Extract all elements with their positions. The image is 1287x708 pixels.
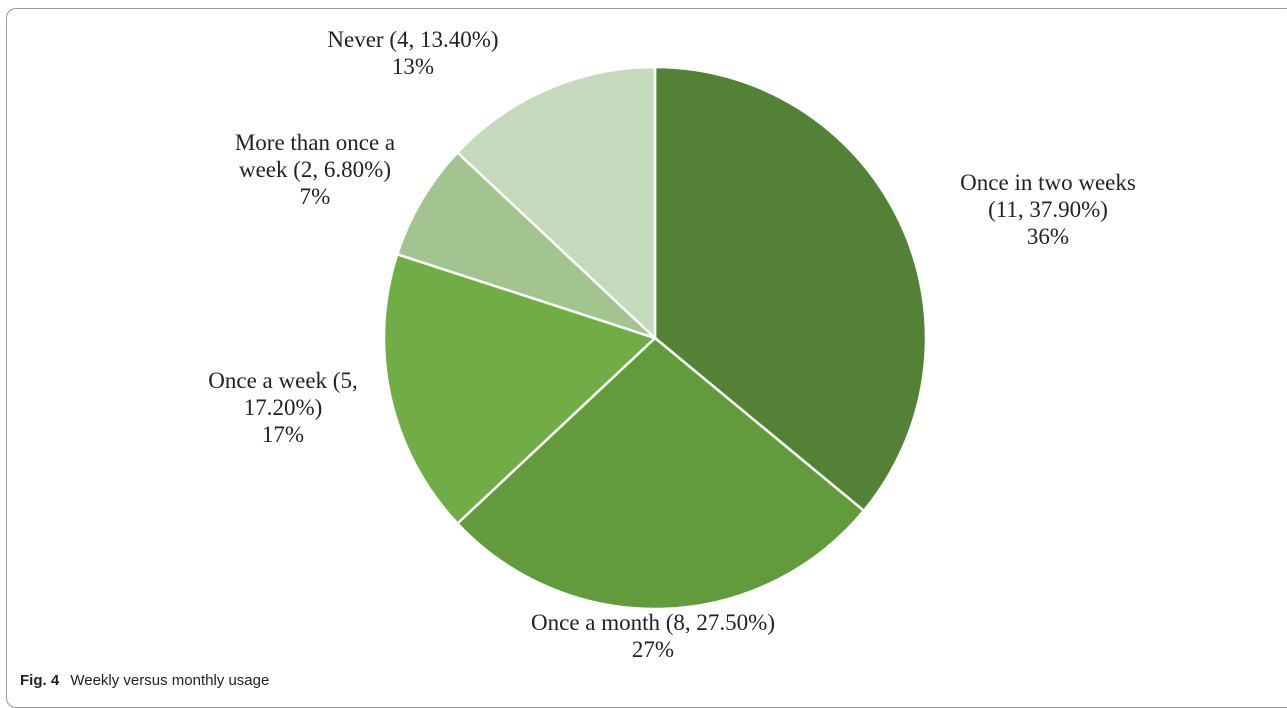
slice-label-line: (11, 37.90%) [988, 197, 1108, 222]
pie-slice-once-a-month [455, 336, 866, 611]
slice-label-once-in-two-weeks: Once in two weeks (11, 37.90%) 36% [960, 170, 1136, 249]
slice-label-line: More than once a [235, 130, 395, 155]
slice-label-line: Once a month (8, 27.50%) [531, 610, 775, 635]
slice-label-line: Never (4, 13.40%) [327, 27, 498, 52]
pie-slice-once-in-two-weeks [653, 65, 928, 513]
pie-slices [382, 65, 928, 611]
slice-label-line: Once in two weeks [960, 170, 1136, 195]
slice-labels: Once in two weeks (11, 37.90%) 36% Once a m… [208, 27, 1136, 662]
pie-slice-more-than-once-a-week [395, 150, 656, 340]
slice-label-line: 17% [262, 422, 304, 447]
pie-slice-once-a-week [382, 252, 658, 526]
slice-label-line: 27% [632, 637, 674, 662]
slice-label-once-a-month: Once a month (8, 27.50%) 27% [531, 610, 775, 662]
pie-slice-never [455, 65, 657, 341]
slice-label-line: 13% [392, 54, 434, 79]
slice-label-more-than-once-a-week: More than once a week (2, 6.80%) 7% [235, 130, 395, 209]
slice-label-never: Never (4, 13.40%) 13% [327, 27, 498, 79]
slice-label-line: 17.20%) [244, 395, 323, 420]
slice-label-line: 36% [1027, 224, 1069, 249]
caption-text: Weekly versus monthly usage [70, 672, 270, 689]
slice-label-line: week (2, 6.80%) [239, 157, 391, 182]
slice-label-line: 7% [300, 184, 331, 209]
slice-label-line: Once a week (5, [208, 368, 357, 393]
figure-caption: Fig. 4 Weekly versus monthly usage [20, 672, 269, 689]
slice-label-once-a-week: Once a week (5, 17.20%) 17% [208, 368, 357, 447]
figure-label: Fig. 4 [20, 672, 60, 689]
